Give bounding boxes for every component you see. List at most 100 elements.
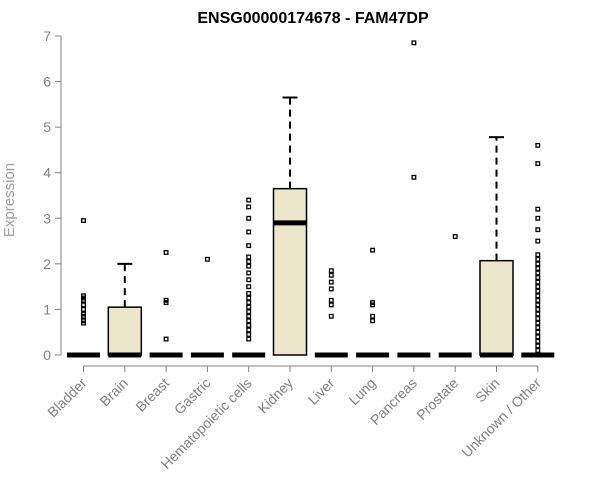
outlier-point xyxy=(246,336,252,342)
box-group xyxy=(438,234,472,358)
outlier-point xyxy=(370,318,376,324)
y-tick-label: 1 xyxy=(43,301,51,317)
box-group xyxy=(397,40,431,358)
outlier-point xyxy=(328,313,334,319)
box-group xyxy=(107,262,143,358)
outlier-point xyxy=(535,284,541,290)
x-tick-label: Brain xyxy=(96,375,130,409)
outlier-point xyxy=(452,234,458,239)
box-body xyxy=(479,259,514,356)
outlier-point xyxy=(81,318,86,324)
outlier-point xyxy=(246,254,252,260)
box-group xyxy=(67,218,100,358)
outlier-point xyxy=(535,334,541,340)
outlier-point xyxy=(328,302,334,308)
outlier-point xyxy=(246,322,252,328)
outlier-point xyxy=(81,311,86,317)
outlier-point xyxy=(535,297,541,303)
y-tick-label: 3 xyxy=(43,210,51,226)
box-body xyxy=(272,187,308,356)
outlier-point xyxy=(246,309,252,315)
outlier-point xyxy=(328,279,334,285)
outlier-point xyxy=(246,318,252,324)
outlier-point xyxy=(81,302,86,308)
outlier-point xyxy=(370,313,376,319)
outlier-point xyxy=(246,327,252,333)
outlier-point xyxy=(535,343,541,349)
outlier-point xyxy=(535,270,541,276)
outlier-point xyxy=(246,204,252,210)
outlier-point xyxy=(246,300,252,306)
y-tick-label: 7 xyxy=(43,28,51,44)
outlier-point xyxy=(535,206,541,212)
outlier-point xyxy=(535,256,541,262)
outlier-point xyxy=(246,284,252,290)
outlier-point xyxy=(535,265,541,271)
outlier-point xyxy=(246,259,252,265)
outlier-point xyxy=(246,215,252,221)
y-tick-label: 5 xyxy=(43,119,51,135)
outlier-point xyxy=(535,275,541,280)
box-group xyxy=(149,250,183,358)
outlier-point xyxy=(246,332,252,337)
box-group xyxy=(521,142,555,358)
outlier-point xyxy=(411,40,417,46)
y-axis-label: Expression xyxy=(1,163,18,237)
y-tick-label: 2 xyxy=(43,256,51,272)
box-group xyxy=(356,247,390,358)
outlier-point xyxy=(535,338,541,344)
outlier-point xyxy=(535,161,541,167)
x-tick-label: Breast xyxy=(132,375,172,415)
outlier-point xyxy=(163,336,169,342)
y-tick-label: 4 xyxy=(43,165,51,181)
box-body xyxy=(107,306,143,356)
outlier-point xyxy=(246,243,252,249)
y-tick-label: 0 xyxy=(43,347,51,363)
x-tick-label: Prostate xyxy=(413,375,461,423)
outlier-point xyxy=(535,227,541,233)
outlier-point xyxy=(535,252,541,258)
outlier-point xyxy=(81,293,86,299)
x-tick-label: Kidney xyxy=(255,375,297,417)
x-tick-label: Liver xyxy=(305,375,338,408)
outlier-point xyxy=(535,215,541,221)
outlier-point xyxy=(370,300,376,306)
box-group xyxy=(314,268,348,358)
y-axis: 0 1 2 3 4 5 6 7 xyxy=(43,28,62,363)
outlier-point xyxy=(246,313,252,319)
outlier-point xyxy=(328,268,334,274)
outlier-point xyxy=(163,250,169,255)
outlier-point xyxy=(246,277,252,283)
x-tick-label: Lung xyxy=(345,375,378,408)
outlier-point xyxy=(535,329,541,335)
outlier-point xyxy=(246,304,252,310)
box-group xyxy=(190,256,224,358)
x-tick-label: Skin xyxy=(472,375,503,406)
outlier-point xyxy=(204,256,210,262)
plot-area xyxy=(67,40,555,358)
outlier-point xyxy=(535,320,541,326)
outlier-point xyxy=(246,229,252,235)
x-tick-label: Bladder xyxy=(44,375,90,421)
outlier-point xyxy=(535,306,541,312)
outlier-point xyxy=(328,272,334,278)
box-group xyxy=(272,96,308,356)
outlier-point xyxy=(246,270,252,276)
outlier-point xyxy=(370,247,376,253)
outlier-point xyxy=(81,218,86,224)
outlier-point xyxy=(535,261,541,267)
outlier-point xyxy=(246,197,252,203)
outlier-point xyxy=(535,293,541,299)
outlier-point xyxy=(246,263,252,269)
outlier-point xyxy=(535,311,541,317)
outlier-point xyxy=(535,288,541,294)
outlier-point xyxy=(535,142,541,148)
outlier-point xyxy=(328,297,334,303)
outlier-point xyxy=(535,347,541,353)
outlier-point xyxy=(246,291,252,296)
outlier-point xyxy=(535,238,541,244)
outlier-point xyxy=(246,295,252,301)
outlier-point xyxy=(163,297,169,303)
outlier-point xyxy=(328,286,334,292)
